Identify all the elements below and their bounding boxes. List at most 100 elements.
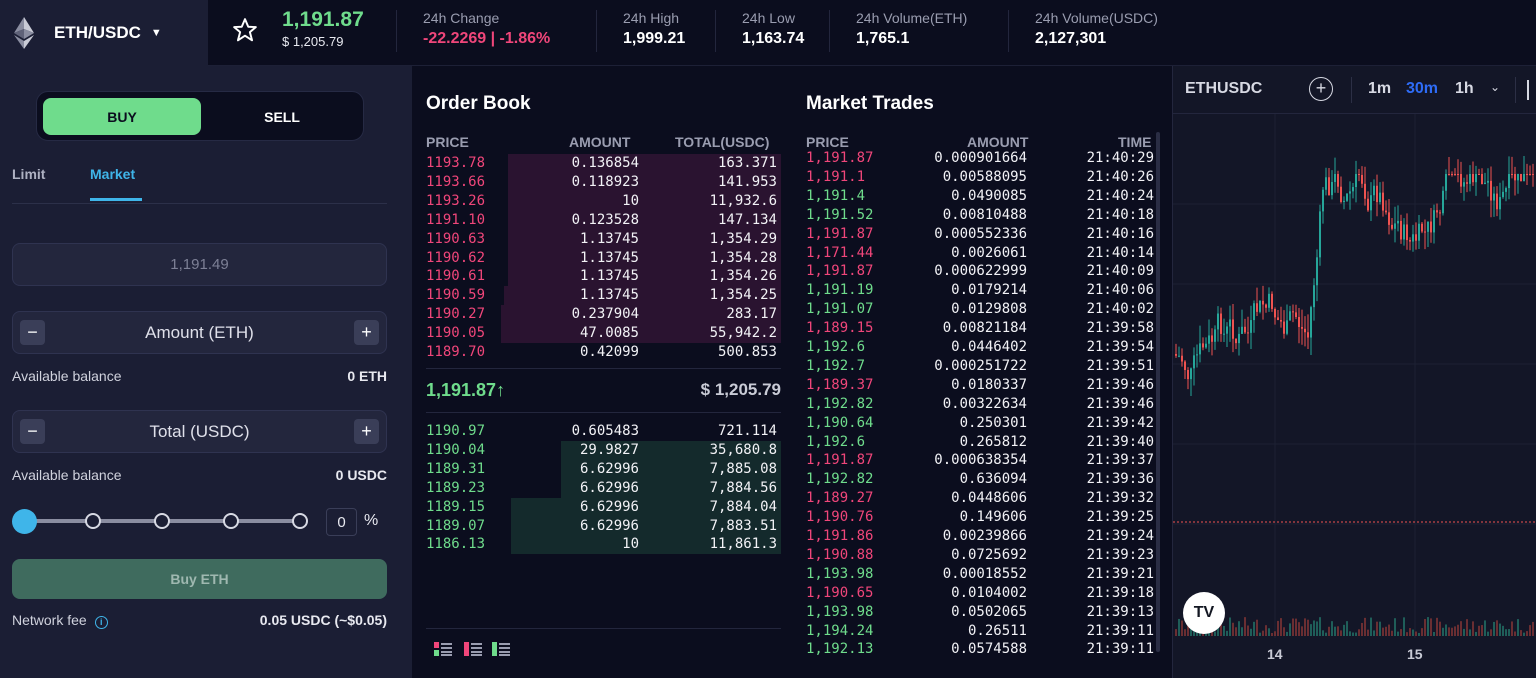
pair-selector[interactable]: ETH/USDC ▼ [0,0,208,66]
trade-row: 1,191.87 0.000622999 21:40:09 [806,262,1154,281]
stat-value: 2,127,301 [1035,30,1107,47]
trade-time: 21:39:36 [1086,471,1154,488]
candle-body [1268,293,1270,308]
ask-row[interactable]: 1193.26 10 11,932.6 [426,191,781,211]
volume-bar [1265,625,1267,636]
interval-30m[interactable]: 30m [1406,80,1439,97]
percent-slider[interactable] [12,509,312,534]
ask-row[interactable]: 1191.10 0.123528 147.134 [426,210,781,230]
view-both-icon[interactable] [434,642,452,656]
slider-step-75[interactable] [223,513,239,529]
trades-scrollbar[interactable] [1156,132,1160,652]
ob-col-amount: AMOUNT [569,134,631,150]
sell-toggle-button[interactable]: SELL [264,108,300,125]
total-field[interactable]: − Total (USDC) + [12,410,387,453]
ask-row[interactable]: 1190.61 1.13745 1,354.26 [426,267,781,287]
volume-bar [1475,631,1477,636]
ask-row[interactable]: 1193.66 0.118923 141.953 [426,172,781,192]
bid-row[interactable]: 1190.04 29.9827 35,680.8 [426,440,781,460]
trade-time: 21:40:18 [1086,206,1154,223]
ask-row[interactable]: 1190.62 1.13745 1,354.28 [426,248,781,268]
star-icon[interactable] [232,17,258,43]
order-book-title: Order Book [426,93,531,114]
volume-bar [1364,617,1366,636]
trade-amount: 0.26511 [967,622,1027,639]
total-decrease-button[interactable]: − [20,419,45,444]
bid-row[interactable]: 1190.97 0.605483 721.114 [426,422,781,441]
candle-style-icon[interactable] [1527,80,1536,100]
volume-bar [1472,621,1474,636]
depth-bar [560,478,781,498]
ask-row[interactable]: 1189.70 0.42099 500.853 [426,343,781,362]
trade-amount: 0.000552336 [934,225,1027,242]
trade-row: 1,190.64 0.250301 21:39:42 [806,414,1154,433]
interval-1m[interactable]: 1m [1368,80,1392,97]
ask-row[interactable]: 1190.63 1.13745 1,354.29 [426,229,781,249]
bid-row[interactable]: 1189.07 6.62996 7,883.51 [426,516,781,536]
bid-amount: 6.62996 [579,479,639,496]
candle-body [1283,321,1285,334]
chart-symbol[interactable]: ETHUSDC [1185,80,1263,97]
order-book-panel: Order Book PRICE AMOUNT TOTAL(USDC) 1193… [414,66,794,678]
candle-body [1211,335,1213,342]
amount-decrease-button[interactable]: − [20,320,45,345]
plus-circle-icon[interactable]: + [1309,77,1333,101]
total-increase-button[interactable]: + [354,419,379,444]
depth-bar [507,229,781,249]
view-asks-icon[interactable] [464,642,482,656]
slider-step-100[interactable] [292,513,308,529]
candle-body [1415,234,1417,241]
ask-row[interactable]: 1190.27 0.237904 283.17 [426,305,781,325]
bid-row[interactable]: 1189.23 6.62996 7,884.56 [426,478,781,498]
bid-row[interactable]: 1186.13 10 11,861.3 [426,535,781,555]
candle-body [1472,174,1474,183]
ask-row[interactable]: 1190.59 1.13745 1,354.25 [426,286,781,306]
ask-row[interactable]: 1190.05 47.0085 55,942.2 [426,324,781,344]
trade-price: 1,190.65 [806,584,874,601]
bid-row[interactable]: 1189.31 6.62996 7,885.08 [426,459,781,479]
volume-bar [1238,621,1240,636]
tradingview-logo-icon[interactable]: TV [1183,592,1225,634]
candle-body [1352,187,1354,192]
slider-knob[interactable] [12,509,37,534]
ask-row[interactable]: 1193.78 0.136854 163.371 [426,154,781,173]
volume-bar [1457,624,1459,636]
network-fee: Network fee i 0.05 USDC (~$0.05) [12,612,387,629]
view-bids-icon[interactable] [492,642,510,656]
volume-bar [1346,621,1348,636]
buy-eth-button[interactable]: Buy ETH [12,559,387,599]
volume-bar [1337,626,1339,636]
ask-total: 55,942.2 [709,325,777,342]
bid-row[interactable]: 1189.15 6.62996 7,884.04 [426,497,781,517]
candle-body [1181,355,1183,362]
ob-col-total: TOTAL(USDC) [675,134,770,150]
amount-increase-button[interactable]: + [354,320,379,345]
interval-1h[interactable]: 1h [1455,80,1474,97]
trade-price: 1,192.6 [806,339,866,355]
candle-body [1298,317,1300,327]
candle-body [1253,303,1255,321]
tab-limit[interactable]: Limit [12,166,46,182]
volume-bar [1529,625,1531,636]
ask-price: 1189.70 [426,344,486,360]
candlestick-chart[interactable] [1173,114,1536,638]
volume-bar [1502,625,1504,636]
info-icon[interactable]: i [94,616,108,629]
slider-step-25[interactable] [85,513,101,529]
percent-input[interactable]: 0 [326,508,357,536]
ask-total: 283.17 [726,306,777,323]
amount-field[interactable]: − Amount (ETH) + [12,311,387,354]
volume-bar [1418,632,1420,636]
ask-total: 1,354.25 [709,287,777,304]
chevron-down-icon[interactable]: ⌄ [1490,80,1501,94]
depth-bar [507,210,781,230]
volume-bar [1484,620,1486,636]
tab-market[interactable]: Market [90,166,136,182]
buy-toggle-button[interactable]: BUY [43,98,201,135]
network-fee-value: 0.05 USDC (~$0.05) [259,612,387,628]
stat-24h-high: 24h High 1,999.21 [596,10,685,52]
slider-step-50[interactable] [154,513,170,529]
candle-body [1190,368,1192,380]
candle-body [1187,370,1189,380]
volume-bar [1400,629,1402,636]
